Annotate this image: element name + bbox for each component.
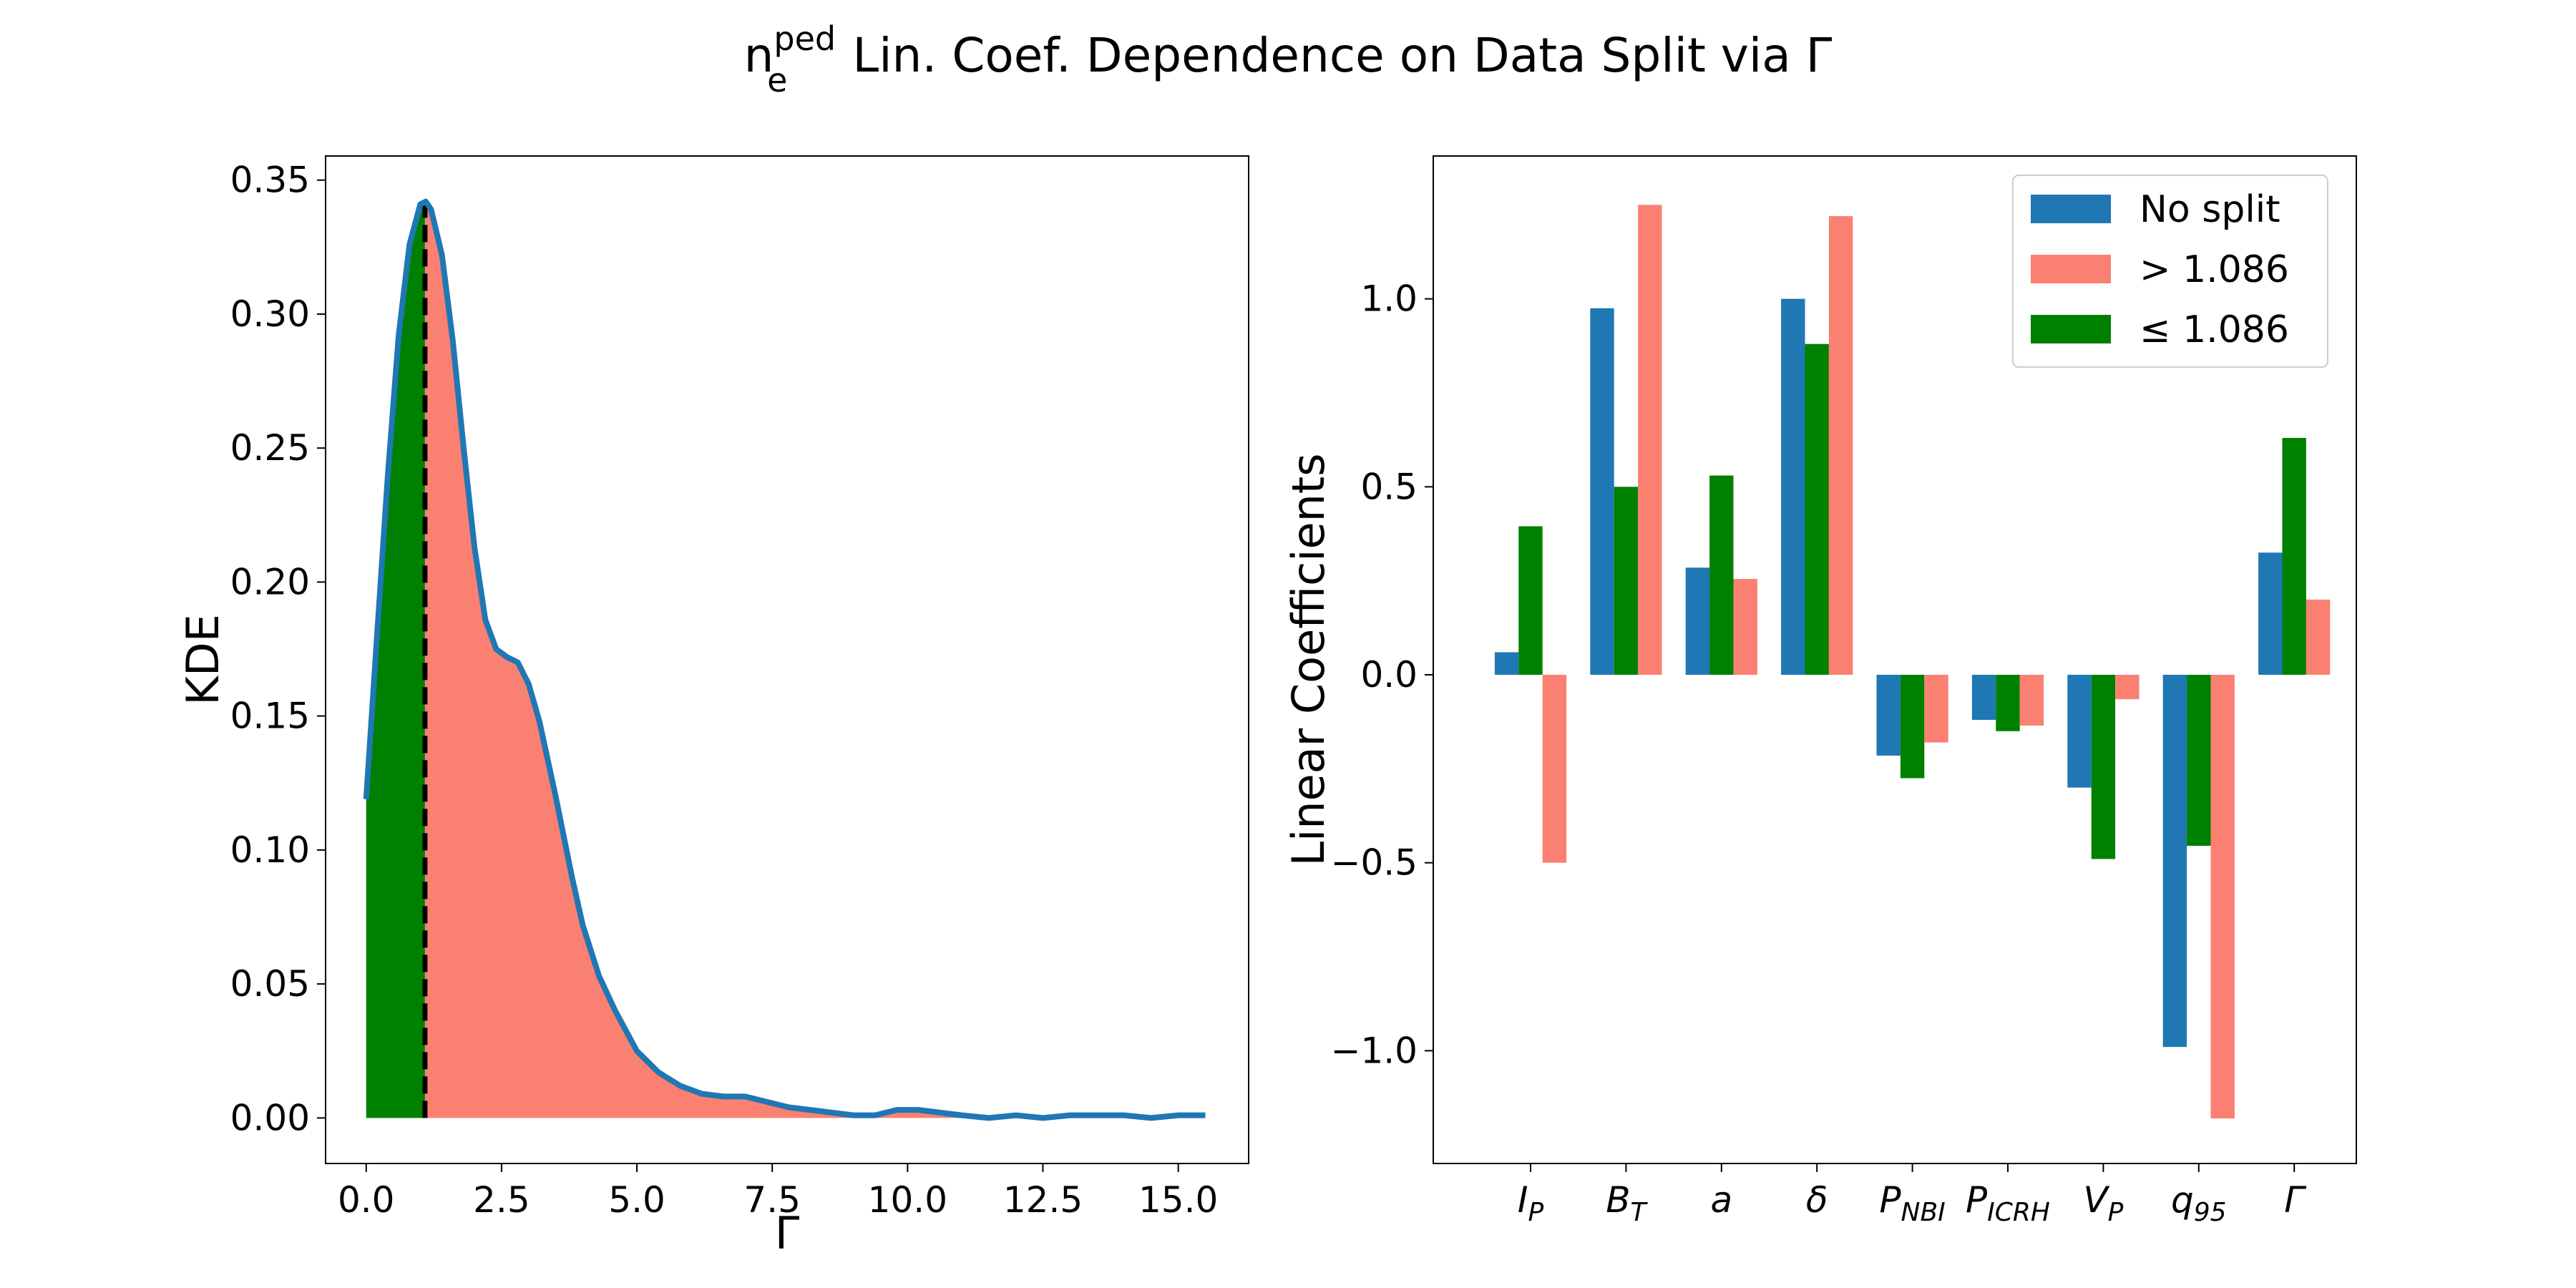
bar--1-086-1 [1638, 205, 1662, 675]
bar--1-086-2 [1709, 475, 1734, 675]
bar--1-086-3 [1828, 216, 1853, 675]
kde-y-tick-label: 0.00 [230, 1097, 310, 1138]
kde-y-tick-label: 0.15 [230, 696, 310, 737]
kde-x-tick-label: 5.0 [608, 1179, 665, 1221]
bar--1-086-1 [1614, 487, 1639, 675]
bar--1-086-5 [1996, 675, 2020, 731]
kde-fill-above-split [424, 201, 1206, 1118]
kde-y-tick-label: 0.25 [230, 427, 310, 469]
kde-x-axis: 0.0 2.5 5.0 7.5 10.0 12.5 15.0 [338, 1163, 1218, 1221]
kde-curve [363, 198, 1206, 1121]
bar-no-split-7 [2162, 675, 2187, 1048]
bar-y-label: Linear Coefficients [1282, 453, 1335, 866]
kde-y-tick-label: 0.20 [230, 561, 310, 602]
bar-no-split-2 [1685, 567, 1710, 675]
legend-swatch [2031, 255, 2111, 283]
bar-no-split-8 [2258, 552, 2283, 675]
bar-x-tick-label: PICRH [1966, 1179, 2050, 1227]
bar-x-tick-label: IP [1518, 1179, 1544, 1227]
title-sup: ped [774, 19, 836, 58]
bar--1-086-0 [1542, 675, 1567, 863]
bar-y-tick-label: −1.0 [1331, 1030, 1418, 1071]
bar--1-086-0 [1518, 526, 1543, 675]
legend-label: > 1.086 [2140, 248, 2289, 291]
bar-no-split-6 [2067, 675, 2092, 788]
kde-x-tick-label: 12.5 [1003, 1179, 1083, 1221]
bar--1-086-7 [2210, 675, 2235, 1118]
kde-x-tick-label: 7.5 [743, 1179, 801, 1221]
legend-label: No split [2140, 188, 2280, 231]
bar-x-axis: IP BT a δ PNBI PICRH VP q95 Γ [1518, 1163, 2307, 1227]
bar--1-086-3 [1805, 343, 1829, 675]
kde-y-tick-label: 0.30 [230, 293, 310, 335]
bar-x-tick-label: PNBI [1879, 1179, 1945, 1227]
bar-y-tick-label: 0.0 [1360, 654, 1418, 696]
kde-x-tick-label: 2.5 [473, 1179, 530, 1221]
bar--1-086-6 [2091, 675, 2116, 859]
bar-no-split-1 [1590, 308, 1614, 675]
kde-x-tick-label: 0.0 [338, 1179, 395, 1221]
bar--1-086-5 [2019, 675, 2044, 726]
bar-y-tick-label: −0.5 [1331, 842, 1418, 884]
bar--1-086-2 [1733, 579, 1757, 675]
kde-x-tick-label: 10.0 [868, 1179, 947, 1221]
bar-y-tick-label: 1.0 [1360, 278, 1418, 320]
bar--1-086-6 [2115, 675, 2140, 700]
bar--1-086-8 [2282, 438, 2306, 675]
bar-x-tick-label: BT [1606, 1179, 1648, 1227]
bar-y-tick-label: 0.5 [1360, 466, 1418, 507]
figure-title: nped e Lin. Coef. Dependence on Data Spli… [744, 19, 1833, 99]
title-n: n [744, 28, 774, 83]
kde-y-axis: 0.00 0.05 0.10 0.15 0.20 0.25 0.30 0.35 [230, 160, 326, 1138]
kde-y-label: KDE [177, 614, 229, 706]
bar-no-split-0 [1494, 652, 1519, 675]
bar-x-tick-label: δ [1806, 1179, 1828, 1221]
bar--1-086-4 [1900, 675, 1925, 779]
kde-x-tick-label: 15.0 [1138, 1179, 1218, 1221]
title-sub: e [767, 61, 787, 99]
kde-y-tick-label: 0.05 [230, 963, 310, 1005]
kde-y-tick-label: 0.35 [230, 160, 310, 201]
kde-fill-below-split [366, 202, 425, 1118]
bar-no-split-4 [1876, 675, 1901, 756]
bar-plot-area [1494, 205, 2331, 1118]
bar-axes-frame [1433, 155, 2357, 1164]
legend-label: ≤ 1.086 [2140, 308, 2289, 351]
legend-swatch [2031, 315, 2111, 343]
bar-no-split-3 [1781, 298, 1805, 675]
kde-y-tick-label: 0.10 [230, 829, 310, 871]
bar-no-split-5 [1971, 675, 1996, 721]
kde-panel: 0.0 2.5 5.0 7.5 10.0 12.5 15.0 0.00 0.05 0.10 0.1… [177, 155, 1249, 1259]
title-rest: Lin. Coef. Dependence on Data Split via … [837, 28, 1832, 83]
bar-x-tick-label: VP [2083, 1179, 2123, 1227]
kde-plot-area [363, 198, 1206, 1121]
kde-x-label: Γ [775, 1207, 800, 1259]
bar-y-axis: −1.0 −0.5 0.0 0.5 1.0 [1331, 278, 1433, 1071]
bar-x-tick-label: Γ [2284, 1179, 2307, 1221]
coefficient-bar-panel: −1.0−0.50.00.51.0 IP BT a δ PNBI PICRH VP q95 Γ … [1282, 155, 2357, 1227]
bar-x-tick-label: q95 [2171, 1179, 2227, 1227]
bar--1-086-4 [1924, 675, 1948, 743]
bar--1-086-8 [2306, 599, 2331, 675]
legend-swatch [2031, 195, 2111, 223]
bar--1-086-7 [2187, 675, 2211, 847]
bar-x-tick-label: a [1710, 1179, 1732, 1221]
legend: No split > 1.086 ≤ 1.086 [2012, 175, 2328, 368]
kde-axes-frame [325, 155, 1249, 1164]
